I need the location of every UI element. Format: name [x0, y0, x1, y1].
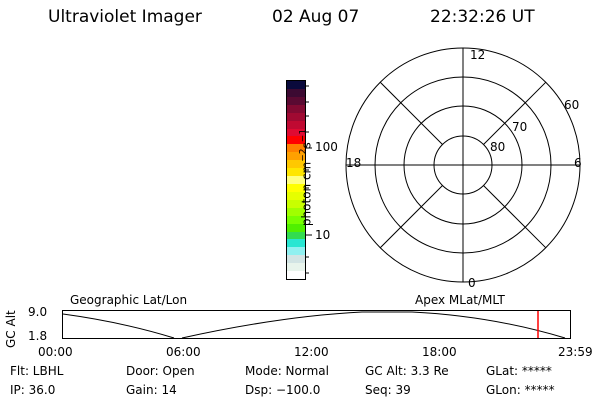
mlt-label-6: 6: [574, 156, 582, 170]
colorbar-swatch: [287, 199, 305, 208]
x-tick-0000: 00:00: [38, 345, 73, 359]
instrument-title: Ultraviolet Imager: [48, 7, 202, 27]
colorbar-swatch: [287, 223, 305, 232]
colorbar-tick-10: 10: [315, 228, 331, 242]
colorbar-swatch: [287, 231, 305, 240]
altitude-curve: [62, 311, 566, 339]
gc-alt-axis-label: GC Alt: [4, 310, 18, 348]
colorbar-swatch: [287, 152, 305, 161]
door-status: Door: Open: [126, 364, 195, 378]
mode-status: Mode: Normal: [245, 364, 329, 378]
colorbar-swatch: [287, 96, 305, 105]
gain-status: Gain: 14: [126, 383, 177, 397]
mlt-label-18: 18: [346, 156, 362, 170]
lat-label-60: 60: [564, 98, 580, 112]
colorbar-swatch: [287, 81, 305, 89]
colorbar-swatch: [287, 215, 305, 224]
polar-grid: [345, 47, 581, 283]
glon-status: GLon: *****: [486, 383, 555, 397]
dsp-status: Dsp: −100.0: [245, 383, 321, 397]
colorbar-swatch: [287, 176, 305, 184]
colorbar-swatch: [287, 263, 305, 272]
colorbar-tick-100: 100: [315, 140, 338, 154]
colorbar-swatch: [287, 191, 305, 200]
colorbar-swatch: [287, 207, 305, 216]
colorbar-swatch: [287, 168, 305, 177]
filter-status: Flt: LBHL: [10, 364, 64, 378]
glat-status: GLat: *****: [486, 364, 552, 378]
y-tick-9: 9.0: [28, 305, 48, 319]
colorbar-swatch: [287, 136, 305, 145]
y-tick-1.8: 1.8: [28, 329, 48, 343]
altitude-timeline[interactable]: [62, 310, 572, 340]
seq-status: Seq: 39: [365, 383, 411, 397]
x-tick-1200: 12:00: [294, 345, 329, 359]
colorbar-swatch: [287, 255, 305, 264]
colorbar-swatch: [287, 88, 305, 97]
date: 02 Aug 07: [272, 7, 360, 27]
colorbar-swatch: [287, 271, 305, 280]
x-tick-1800: 18:00: [422, 345, 457, 359]
apex-label: Apex MLat/MLT: [415, 293, 505, 307]
lat-label-80: 80: [490, 140, 506, 154]
colorbar: [286, 80, 306, 280]
geographic-label: Geographic Lat/Lon: [70, 293, 188, 307]
colorbar-ticks: [306, 85, 312, 274]
x-tick-0600: 06:00: [166, 345, 201, 359]
colorbar-swatch: [287, 128, 305, 137]
colorbar-swatch: [287, 183, 305, 192]
colorbar-swatch: [287, 144, 305, 153]
colorbar-swatch: [287, 120, 305, 129]
colorbar-swatch: [287, 160, 305, 169]
x-tick-2359: 23:59: [558, 345, 593, 359]
lat-label-70: 70: [512, 120, 528, 134]
ip-status: IP: 36.0: [10, 383, 56, 397]
colorbar-swatch: [287, 247, 305, 256]
mlt-label-0: 0: [468, 276, 476, 290]
mlt-label-12: 12: [470, 48, 486, 62]
colorbar-unit-label: photon cm−2s−1: [298, 128, 314, 227]
colorbar-swatch: [287, 112, 305, 121]
colorbar-swatch: [287, 239, 305, 248]
time: 22:32:26 UT: [430, 7, 535, 27]
colorbar-swatch: [287, 104, 305, 113]
gc-alt-status: GC Alt: 3.3 Re: [365, 364, 449, 378]
